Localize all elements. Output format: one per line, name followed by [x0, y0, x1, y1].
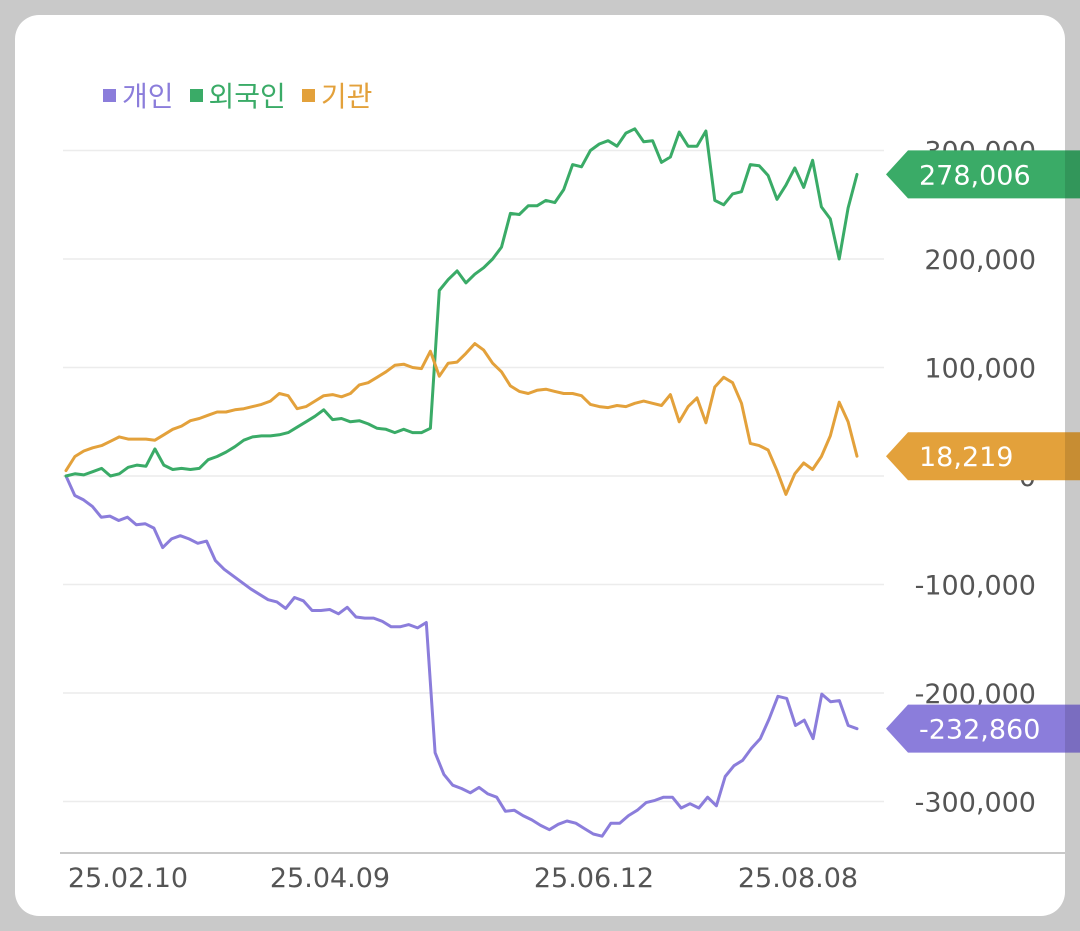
y-tick-label: 100,000 [924, 354, 1036, 385]
legend-label-2: 기관 [320, 80, 373, 113]
last-value-tag-label: -232,860 [919, 715, 1040, 746]
last-value-tag-bg [886, 150, 1080, 199]
x-tick-label: 25.06.12 [534, 863, 654, 894]
series-line-2 [64, 342, 859, 496]
legend-label-1: 외국인 [208, 80, 286, 113]
x-tick-label: 25.08.08 [738, 863, 858, 894]
last-value-tag-label: 278,006 [919, 160, 1031, 191]
last-value-tag-bg [886, 432, 1080, 481]
last-value-tag-1: 278,006 [886, 150, 1080, 199]
last-value-tag-edge [1065, 704, 1080, 753]
last-value-tag-bg [886, 704, 1080, 753]
last-value-tag-edge [1065, 150, 1080, 199]
y-tick-label: -100,000 [915, 571, 1036, 602]
legend-swatch-2 [301, 88, 315, 102]
legend-item-series-1[interactable]: 외국인 [189, 75, 286, 115]
chart-legend: 개인 외국인 기관 [103, 75, 372, 115]
y-tick-label: 200,000 [924, 245, 1036, 276]
last-value-tag-label: 18,219 [919, 442, 1013, 473]
legend-label-0: 개인 [122, 80, 174, 113]
x-tick-label: 25.02.10 [68, 863, 188, 894]
last-value-tag-0: -232,860 [886, 704, 1080, 753]
legend-item-series-0[interactable]: 개인 [103, 75, 174, 115]
series-line-0 [64, 474, 859, 838]
x-tick-label: 25.04.09 [270, 863, 390, 894]
legend-swatch-0 [103, 88, 116, 102]
chart-card: 개인 외국인 기관 [15, 15, 1065, 916]
legend-swatch-1 [189, 88, 203, 102]
series-line-1 [64, 127, 859, 478]
y-tick-label: -300,000 [915, 788, 1036, 819]
last-value-tag-2: 18,219 [886, 432, 1080, 481]
legend-item-series-2[interactable]: 기관 [301, 75, 373, 115]
last-value-tag-edge [1065, 432, 1080, 481]
